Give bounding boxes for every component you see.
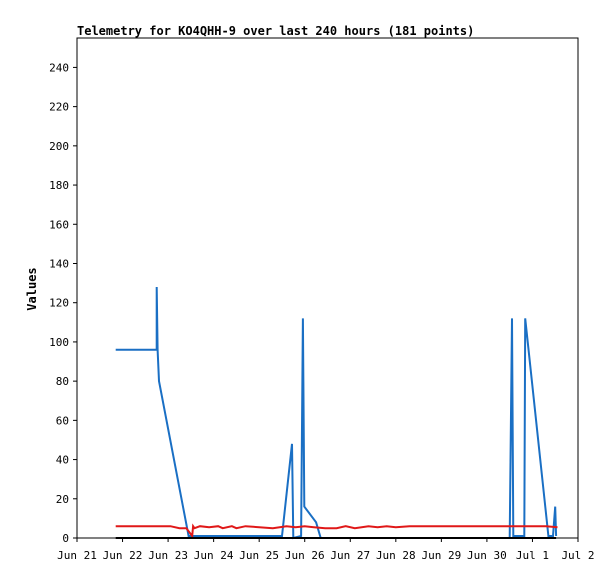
x-tick-label: Jul 1 xyxy=(516,549,549,562)
y-tick-label: 100 xyxy=(49,336,69,349)
x-tick-label: Jun 28 xyxy=(376,549,416,562)
y-tick-label: 140 xyxy=(49,257,69,270)
x-tick-label: Jun 26 xyxy=(285,549,325,562)
x-tick-label: Jun 25 xyxy=(239,549,279,562)
y-tick-label: 200 xyxy=(49,140,69,153)
plot-frame xyxy=(76,37,579,539)
y-tick-label: 180 xyxy=(49,179,69,192)
x-tick-label: Jun 24 xyxy=(194,549,234,562)
x-tick-label: Jun 29 xyxy=(421,549,461,562)
y-tick-label: 60 xyxy=(56,414,69,427)
series-line-2 xyxy=(115,523,558,539)
y-tick-label: 120 xyxy=(49,297,69,310)
y-tick-label: 240 xyxy=(49,61,69,74)
y-tick-label: 40 xyxy=(56,454,69,467)
y-axis: 0 20 40 60 80 100 120 140 160 180 200 220 240 xyxy=(49,61,77,545)
chart-title: Telemetry for KO4QHH-9 over last 240 hou… xyxy=(77,24,474,38)
x-tick-label: Jun 27 xyxy=(330,549,370,562)
series-line-1 xyxy=(115,286,558,540)
x-axis: Jun 21 Jun 22 Jun 23 Jun 24 Jun 25 Jun 26 Jun … xyxy=(57,538,595,562)
x-tick-label: Jun 22 xyxy=(103,549,143,562)
y-tick-label: 220 xyxy=(49,101,69,114)
y-tick-label: 160 xyxy=(49,218,69,231)
y-axis-title: Values xyxy=(25,267,39,310)
x-tick-label: Jun 30 xyxy=(467,549,507,562)
x-tick-label: Jun 21 xyxy=(57,549,97,562)
y-tick-label: 20 xyxy=(56,493,69,506)
y-tick-label: 0 xyxy=(62,532,69,545)
y-tick-label: 80 xyxy=(56,375,69,388)
x-tick-label: Jun 23 xyxy=(148,549,188,562)
series-layer xyxy=(115,286,558,540)
x-tick-label: Jul 2 xyxy=(561,549,594,562)
